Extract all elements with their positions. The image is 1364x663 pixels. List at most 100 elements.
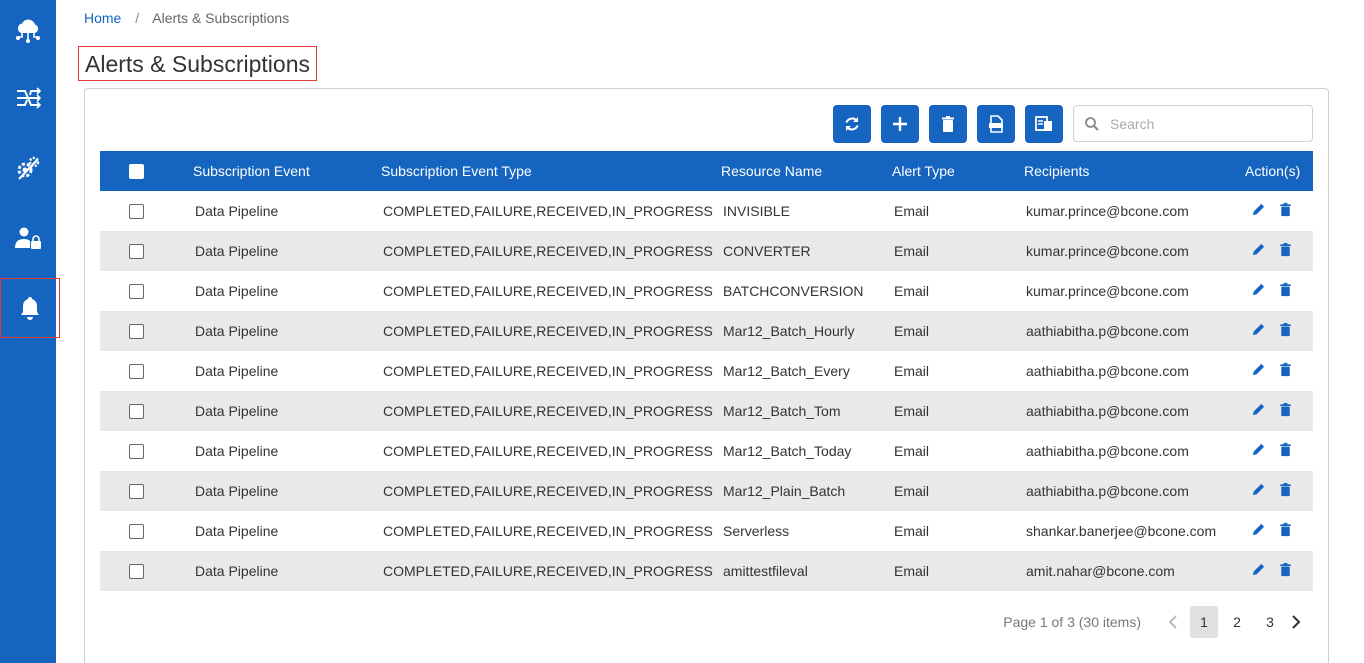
col-subscription-event[interactable]: Subscription Event: [193, 163, 310, 179]
edit-icon[interactable]: [1251, 562, 1266, 577]
col-resource-name[interactable]: Resource Name: [721, 163, 823, 179]
cell-subscription-event: Data Pipeline: [195, 323, 279, 339]
delete-row-icon[interactable]: [1278, 202, 1293, 217]
delete-button[interactable]: [929, 105, 967, 143]
row-select-cell: [100, 431, 193, 471]
row-checkbox[interactable]: [129, 364, 144, 380]
next-page-button[interactable]: [1284, 606, 1308, 638]
row-select-cell: [100, 231, 193, 271]
row-checkbox[interactable]: [129, 404, 144, 420]
cell-alert-type: Email: [894, 563, 930, 579]
settings-gear-icon: [17, 156, 40, 180]
cell-alert-type: Email: [894, 243, 930, 259]
edit-icon[interactable]: [1251, 322, 1266, 337]
table-row[interactable]: Data Pipeline COMPLETED,FAILURE,RECEIVED,…: [100, 191, 1313, 231]
refresh-icon: [845, 117, 859, 131]
edit-icon[interactable]: [1251, 202, 1266, 217]
cell-actions: [1245, 311, 1313, 351]
nav-alerts[interactable]: [0, 278, 60, 338]
cell-actions: [1245, 471, 1313, 511]
table-row[interactable]: Data Pipeline COMPLETED,FAILURE,RECEIVED,…: [100, 511, 1313, 551]
edit-icon[interactable]: [1251, 362, 1266, 377]
row-checkbox[interactable]: [129, 484, 144, 500]
edit-icon[interactable]: [1251, 442, 1266, 457]
breadcrumb-separator: /: [135, 10, 140, 26]
edit-icon[interactable]: [1251, 242, 1266, 257]
row-checkbox[interactable]: [129, 444, 144, 460]
table-row[interactable]: Data Pipeline COMPLETED,FAILURE,RECEIVED,…: [100, 271, 1313, 311]
delete-row-icon[interactable]: [1278, 362, 1293, 377]
table-row[interactable]: Data Pipeline COMPLETED,FAILURE,RECEIVED,…: [100, 311, 1313, 351]
page-3-button[interactable]: 3: [1266, 614, 1274, 630]
nav-user-access[interactable]: [0, 208, 56, 268]
delete-row-icon[interactable]: [1278, 442, 1293, 457]
cloud-network-icon: [16, 19, 40, 43]
cell-subscription-event-type: COMPLETED,FAILURE,RECEIVED,IN_PROGRESS: [383, 403, 713, 419]
cell-subscription-event: Data Pipeline: [195, 283, 279, 299]
row-select-cell: [100, 391, 193, 431]
bell-icon: [21, 297, 39, 320]
nav-pipeline[interactable]: [0, 68, 56, 128]
edit-icon[interactable]: [1251, 282, 1266, 297]
export-xlsx-button[interactable]: [977, 105, 1015, 143]
delete-row-icon[interactable]: [1278, 322, 1293, 337]
cell-recipients: kumar.prince@bcone.com: [1026, 283, 1189, 299]
delete-row-icon[interactable]: [1278, 402, 1293, 417]
delete-row-icon[interactable]: [1278, 522, 1293, 537]
breadcrumb-home-link[interactable]: Home: [84, 10, 122, 26]
add-button[interactable]: [881, 105, 919, 143]
table-row[interactable]: Data Pipeline COMPLETED,FAILURE,RECEIVED,…: [100, 551, 1313, 591]
chevron-left-icon: [1168, 615, 1177, 629]
row-checkbox[interactable]: [129, 244, 144, 260]
col-alert-type[interactable]: Alert Type: [892, 163, 955, 179]
search-box[interactable]: [1073, 105, 1313, 142]
col-recipients[interactable]: Recipients: [1024, 163, 1090, 179]
table-row[interactable]: Data Pipeline COMPLETED,FAILURE,RECEIVED,…: [100, 431, 1313, 471]
cell-alert-type: Email: [894, 443, 930, 459]
page-title: Alerts & Subscriptions: [78, 46, 317, 81]
cell-alert-type: Email: [894, 203, 930, 219]
cell-recipients: aathiabitha.p@bcone.com: [1026, 323, 1189, 339]
table-row[interactable]: Data Pipeline COMPLETED,FAILURE,RECEIVED,…: [100, 351, 1313, 391]
row-checkbox[interactable]: [129, 324, 144, 340]
page-1-button[interactable]: 1: [1190, 606, 1218, 638]
delete-row-icon[interactable]: [1278, 242, 1293, 257]
select-all-checkbox[interactable]: [129, 164, 144, 180]
row-checkbox[interactable]: [129, 524, 144, 540]
cell-alert-type: Email: [894, 523, 930, 539]
search-input[interactable]: [1110, 115, 1300, 132]
column-chooser-button[interactable]: [1025, 105, 1063, 143]
row-checkbox[interactable]: [129, 564, 144, 580]
cell-alert-type: Email: [894, 323, 930, 339]
edit-icon[interactable]: [1251, 522, 1266, 537]
table-row[interactable]: Data Pipeline COMPLETED,FAILURE,RECEIVED,…: [100, 231, 1313, 271]
row-select-cell: [100, 311, 193, 351]
nav-cloud[interactable]: [0, 2, 56, 62]
cell-subscription-event-type: COMPLETED,FAILURE,RECEIVED,IN_PROGRESS: [383, 443, 713, 459]
cell-actions: [1245, 271, 1313, 311]
col-subscription-event-type[interactable]: Subscription Event Type: [381, 163, 532, 179]
edit-icon[interactable]: [1251, 482, 1266, 497]
refresh-button[interactable]: [833, 105, 871, 143]
sidebar: [0, 0, 60, 663]
cell-subscription-event: Data Pipeline: [195, 523, 279, 539]
nav-settings[interactable]: [0, 138, 56, 198]
cell-recipients: aathiabitha.p@bcone.com: [1026, 483, 1189, 499]
table-row[interactable]: Data Pipeline COMPLETED,FAILURE,RECEIVED,…: [100, 471, 1313, 511]
page-2-button[interactable]: 2: [1233, 614, 1241, 630]
edit-icon[interactable]: [1251, 402, 1266, 417]
cell-resource-name: Mar12_Plain_Batch: [723, 483, 846, 499]
row-checkbox[interactable]: [129, 284, 144, 300]
delete-row-icon[interactable]: [1278, 482, 1293, 497]
table-body: Data Pipeline COMPLETED,FAILURE,RECEIVED,…: [100, 191, 1313, 591]
cell-subscription-event: Data Pipeline: [195, 443, 279, 459]
delete-row-icon[interactable]: [1278, 282, 1293, 297]
delete-row-icon[interactable]: [1278, 562, 1293, 577]
row-checkbox[interactable]: [129, 204, 144, 220]
cell-subscription-event-type: COMPLETED,FAILURE,RECEIVED,IN_PROGRESS: [383, 243, 713, 259]
breadcrumb: Home / Alerts & Subscriptions: [84, 10, 289, 26]
prev-page-button[interactable]: [1161, 606, 1185, 638]
cell-subscription-event: Data Pipeline: [195, 203, 279, 219]
table-row[interactable]: Data Pipeline COMPLETED,FAILURE,RECEIVED,…: [100, 391, 1313, 431]
cell-subscription-event: Data Pipeline: [195, 483, 279, 499]
